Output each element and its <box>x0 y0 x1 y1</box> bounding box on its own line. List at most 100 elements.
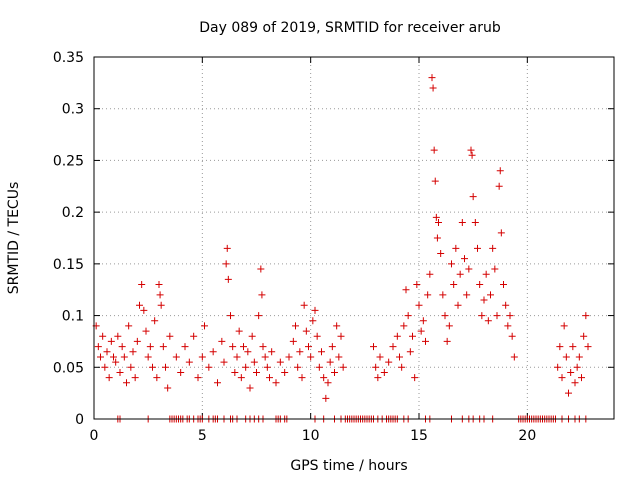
data-point <box>229 343 237 351</box>
data-point <box>190 332 198 340</box>
data-point <box>177 368 185 376</box>
data-point <box>292 322 299 330</box>
data-point <box>127 363 135 371</box>
x-axis-label: GPS time / hours <box>290 458 407 474</box>
data-point <box>398 363 406 371</box>
data-point <box>497 229 505 237</box>
data-point <box>120 353 128 361</box>
chart-title: Day 089 of 2019, SRMTID for receiver aru… <box>199 20 501 36</box>
data-point <box>223 244 231 252</box>
data-point <box>506 312 514 320</box>
data-point <box>244 348 252 356</box>
data-point <box>259 343 267 351</box>
data-point <box>372 363 380 371</box>
data-point <box>385 358 393 366</box>
data-point <box>140 306 148 314</box>
data-point <box>263 363 271 371</box>
data-point <box>246 384 254 392</box>
data-point <box>294 363 302 371</box>
data-point <box>393 332 401 340</box>
data-point <box>562 353 570 361</box>
data-point <box>428 74 436 82</box>
data-point <box>240 343 247 351</box>
data-point <box>157 301 165 309</box>
data-point <box>430 146 438 154</box>
data-point <box>272 379 280 387</box>
data-point <box>285 353 293 361</box>
data-point <box>487 291 494 299</box>
data-point <box>580 332 588 340</box>
data-point <box>201 322 208 330</box>
data-point <box>110 353 117 361</box>
data-point <box>146 343 154 351</box>
x-tick-label: 5 <box>198 428 207 444</box>
data-point <box>400 322 408 330</box>
data-point <box>235 327 243 335</box>
data-point <box>258 291 266 299</box>
data-point <box>422 337 429 345</box>
data-point <box>220 358 228 366</box>
data-point <box>510 353 518 361</box>
data-point <box>433 234 441 242</box>
data-point <box>489 244 497 252</box>
data-point <box>328 343 336 351</box>
data-point <box>389 343 397 351</box>
data-point <box>441 312 449 320</box>
data-point <box>205 363 213 371</box>
data-point <box>335 353 343 361</box>
data-point <box>333 322 341 330</box>
data-point <box>227 312 234 320</box>
data-point <box>103 348 111 356</box>
y-tick-label: 0.3 <box>62 102 84 118</box>
data-point <box>142 327 150 335</box>
data-point <box>558 374 566 382</box>
data-point <box>554 363 562 371</box>
data-point <box>478 312 486 320</box>
data-point <box>396 353 403 361</box>
y-tick-label: 0.25 <box>53 153 84 169</box>
data-point <box>380 368 388 376</box>
data-point <box>569 343 577 351</box>
data-point <box>324 379 332 387</box>
data-point <box>118 343 126 351</box>
data-point <box>374 374 382 382</box>
data-point <box>136 301 143 309</box>
data-point <box>456 270 464 278</box>
data-point <box>508 332 516 340</box>
data-point <box>313 332 321 340</box>
data-point <box>556 343 564 351</box>
data-point <box>471 218 479 226</box>
x-tick-label: 15 <box>410 428 428 444</box>
data-point <box>443 337 451 345</box>
data-point <box>105 374 113 382</box>
data-point <box>326 358 334 366</box>
data-point <box>255 312 263 320</box>
x-tick-label: 0 <box>90 428 99 444</box>
data-point <box>302 327 310 335</box>
data-point <box>231 368 239 376</box>
data-point <box>164 384 172 392</box>
data-point <box>409 332 416 340</box>
data-point <box>474 244 481 252</box>
data-point <box>138 281 146 289</box>
data-point <box>491 265 499 273</box>
data-point <box>567 368 575 376</box>
data-point <box>268 348 276 356</box>
data-point <box>257 265 265 273</box>
data-point <box>144 353 152 361</box>
data-point <box>404 312 412 320</box>
data-point <box>218 337 226 345</box>
data-point <box>116 368 124 376</box>
data-point <box>504 322 512 330</box>
data-points <box>92 74 592 423</box>
data-point <box>315 363 323 371</box>
y-tick-label: 0.2 <box>62 205 84 221</box>
data-point <box>222 260 230 268</box>
data-point <box>101 363 109 371</box>
data-point <box>318 348 325 356</box>
data-point <box>424 291 432 299</box>
data-point <box>560 322 568 330</box>
data-point <box>156 291 164 299</box>
data-point <box>261 353 269 361</box>
